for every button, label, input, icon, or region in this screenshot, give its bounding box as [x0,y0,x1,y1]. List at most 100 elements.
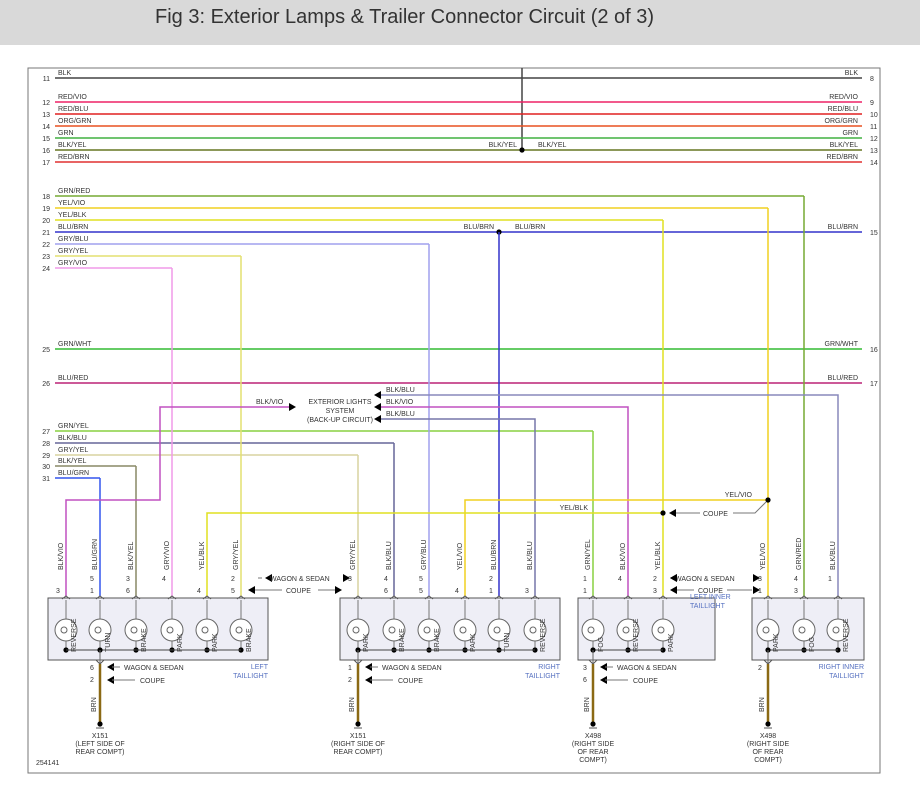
variant-label: COUPE [286,588,311,595]
pin-number-wagon: 4 [384,576,388,583]
system-label: (BACK-UP CIRCUIT) [307,417,373,424]
connector-pin [131,595,141,600]
ground-connector-label: X498 [760,733,776,740]
pin-number-coupe: 1 [758,588,762,595]
pin-wire-label: GRY/YEL [350,540,357,570]
splice-dot [765,497,771,503]
splice-label: BLK/YEL [489,142,518,149]
wire-number-left: 29 [42,453,50,460]
arrow-icon [600,663,607,671]
header: Fig 3: Exterior Lamps & Trailer Connecto… [0,0,920,45]
variant-label: WAGON & SEDAN [382,665,442,672]
pin-number-wagon: 5 [419,576,423,583]
wire-label-right: BLU/BRN [828,224,858,231]
connector-pin [623,595,633,600]
wire-label-left: GRN [58,130,74,137]
connector-pin [61,595,71,600]
variant-label: WAGON & SEDAN [675,576,735,583]
ground-pin-wagon: 6 [90,665,94,672]
arrow-icon [107,663,114,671]
arrow-icon [365,663,372,671]
wire-number-left: 31 [42,476,50,483]
bulb-label: FOG [598,637,605,652]
wire-label-right: RED/BRN [826,154,858,161]
filament [352,626,360,634]
wire-label-left: GRN/RED [58,188,90,195]
ground-connector-label: (RIGHT SIDE OF [331,741,385,748]
pin-number-coupe: 5 [419,588,423,595]
variant-label: COUPE [698,588,723,595]
connector-pin [588,595,598,600]
pin-number-wagon: 1 [828,576,832,583]
lamp-name: TAILLIGHT [233,673,269,680]
wire-label-left: GRY/BLU [58,236,89,243]
wire-number-left: 30 [42,464,50,471]
arrow-icon [265,574,272,582]
bulb-icon [523,618,547,642]
bulb-label: TURN [105,633,112,652]
arrow-icon [343,574,350,582]
pin-wire-label: YEL/VIO [760,542,767,570]
figure-id: 254141 [36,760,59,767]
filament [493,626,501,634]
system-out-label: BLK/BLU [386,411,415,418]
pin-wire-label: GRY/BLU [421,539,428,570]
filament [529,626,537,634]
connector-pin [763,595,773,600]
filament [798,626,806,634]
pin-number-wagon: 3 [758,576,762,583]
pin-wire-label: BLK/VIO [620,542,627,570]
wire-label-right: GRN [842,130,858,137]
wire-yel-vio-branch [464,499,768,596]
ground-connector-label: REAR COMPT) [334,749,383,756]
ground-connector-label: X498 [585,733,601,740]
arrow-icon [753,574,760,582]
wire-label-left: YEL/BLK [58,212,87,219]
wire-blk-vio-to-system [65,406,290,596]
diagram-frame [27,67,881,774]
pin-number-coupe: 3 [56,588,60,595]
connector-pin [353,595,363,600]
ground-dot [590,721,596,727]
bulb-icon [826,618,850,642]
wire-blk-blu-system-2 [380,418,536,596]
arrow-icon [374,403,381,411]
arrow-icon [669,509,676,517]
ground-dot [765,721,771,727]
wire-label-right: BLK/YEL [830,142,859,149]
wire-label-left: GRY/YEL [58,248,88,255]
pin-number-wagon: 1 [583,576,587,583]
bulb-label: BRAKE [141,628,148,652]
wire-label-left: ORG/GRN [58,118,91,125]
bulb-label: REVERSE [843,618,850,652]
ground-connector-label: COMPT) [579,757,607,764]
connector-pin [389,595,399,600]
wire-number-right: 9 [870,100,874,107]
bulb-icon [792,618,816,642]
arrow-icon [600,676,607,684]
wire-number-left: 20 [42,218,50,225]
connector-pin [799,595,809,600]
ground-pin-wagon: 2 [758,665,762,672]
wire-number-right: 12 [870,136,878,143]
variant-label: COUPE [140,678,165,685]
pin-number-coupe: 1 [90,588,94,595]
wire-number-left: 23 [42,254,50,261]
wire-label-left: GRN/YEL [58,423,89,430]
ground-wire-label: BRN [759,697,766,712]
lamp-name: TAILLIGHT [829,673,865,680]
filament [657,626,665,634]
wire-label-left: RED/VIO [58,94,87,101]
pin-number-coupe: 1 [583,588,587,595]
wire-label-left: BLK/YEL [58,142,87,149]
pin-wire-label: BLK/BLU [830,541,837,570]
pin-wire-label: BLK/VIO [58,542,65,570]
splice-dot [519,147,525,153]
wire-number-left: 26 [42,381,50,388]
filament [60,626,68,634]
bulb-label: PARK [363,633,370,652]
system-label: SYSTEM [326,408,355,415]
bulb-label: PARK [668,633,675,652]
pin-wire-label: YEL/VIO [457,542,464,570]
splice-label: BLK/YEL [538,142,567,149]
